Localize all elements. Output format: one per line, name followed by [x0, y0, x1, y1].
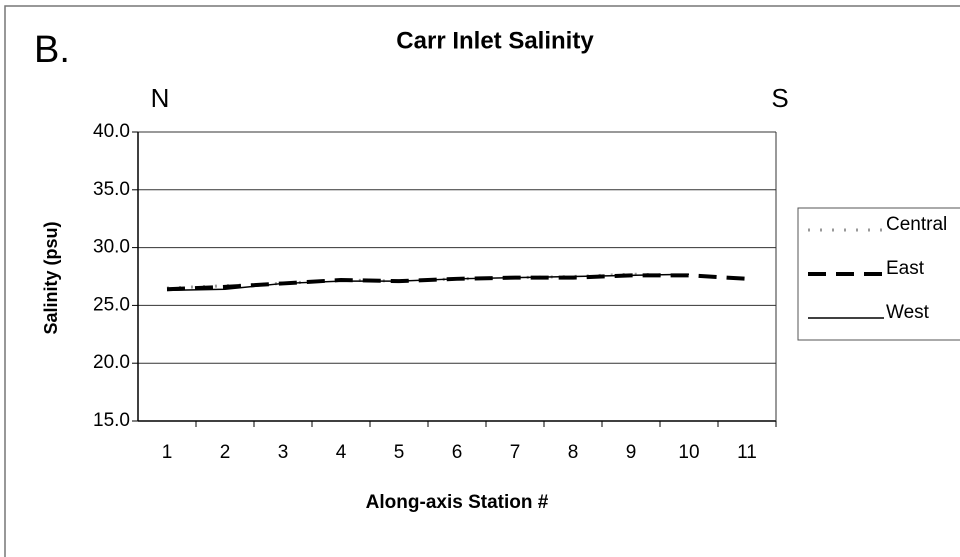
- x-tick-label: 3: [278, 442, 289, 463]
- x-tick-label: 10: [678, 442, 699, 463]
- legend-label: West: [886, 302, 930, 323]
- y-tick-label: 20.0: [93, 352, 130, 373]
- legend-label: East: [886, 258, 925, 279]
- x-axis-label: Along-axis Station #: [366, 492, 549, 513]
- series-line: [166, 273, 748, 292]
- x-tick-label: 2: [220, 442, 231, 463]
- x-tick-label: 4: [336, 442, 347, 463]
- x-tick-label: 8: [568, 442, 579, 463]
- x-tick-label: 1: [162, 442, 173, 463]
- y-axis-label: Salinity (psu): [41, 221, 61, 334]
- x-tick-label: 6: [452, 442, 463, 463]
- chart-title: Carr Inlet Salinity: [396, 27, 594, 54]
- x-tick-label: 5: [394, 442, 405, 463]
- x-tick-label: 9: [626, 442, 637, 463]
- x-tick-label: 7: [510, 442, 521, 463]
- legend-label: Central: [886, 214, 947, 235]
- y-tick-label: 35.0: [93, 179, 130, 200]
- x-tick-label: 11: [737, 442, 757, 463]
- series-line: [166, 273, 690, 292]
- north-label: N: [151, 83, 170, 113]
- y-tick-label: 15.0: [93, 410, 130, 431]
- y-tick-label: 40.0: [93, 121, 130, 142]
- frame: [4, 5, 960, 557]
- panel-label: B.: [34, 29, 70, 71]
- south-label: S: [771, 83, 788, 113]
- y-tick-label: 25.0: [93, 294, 130, 315]
- y-tick-label: 30.0: [93, 237, 130, 258]
